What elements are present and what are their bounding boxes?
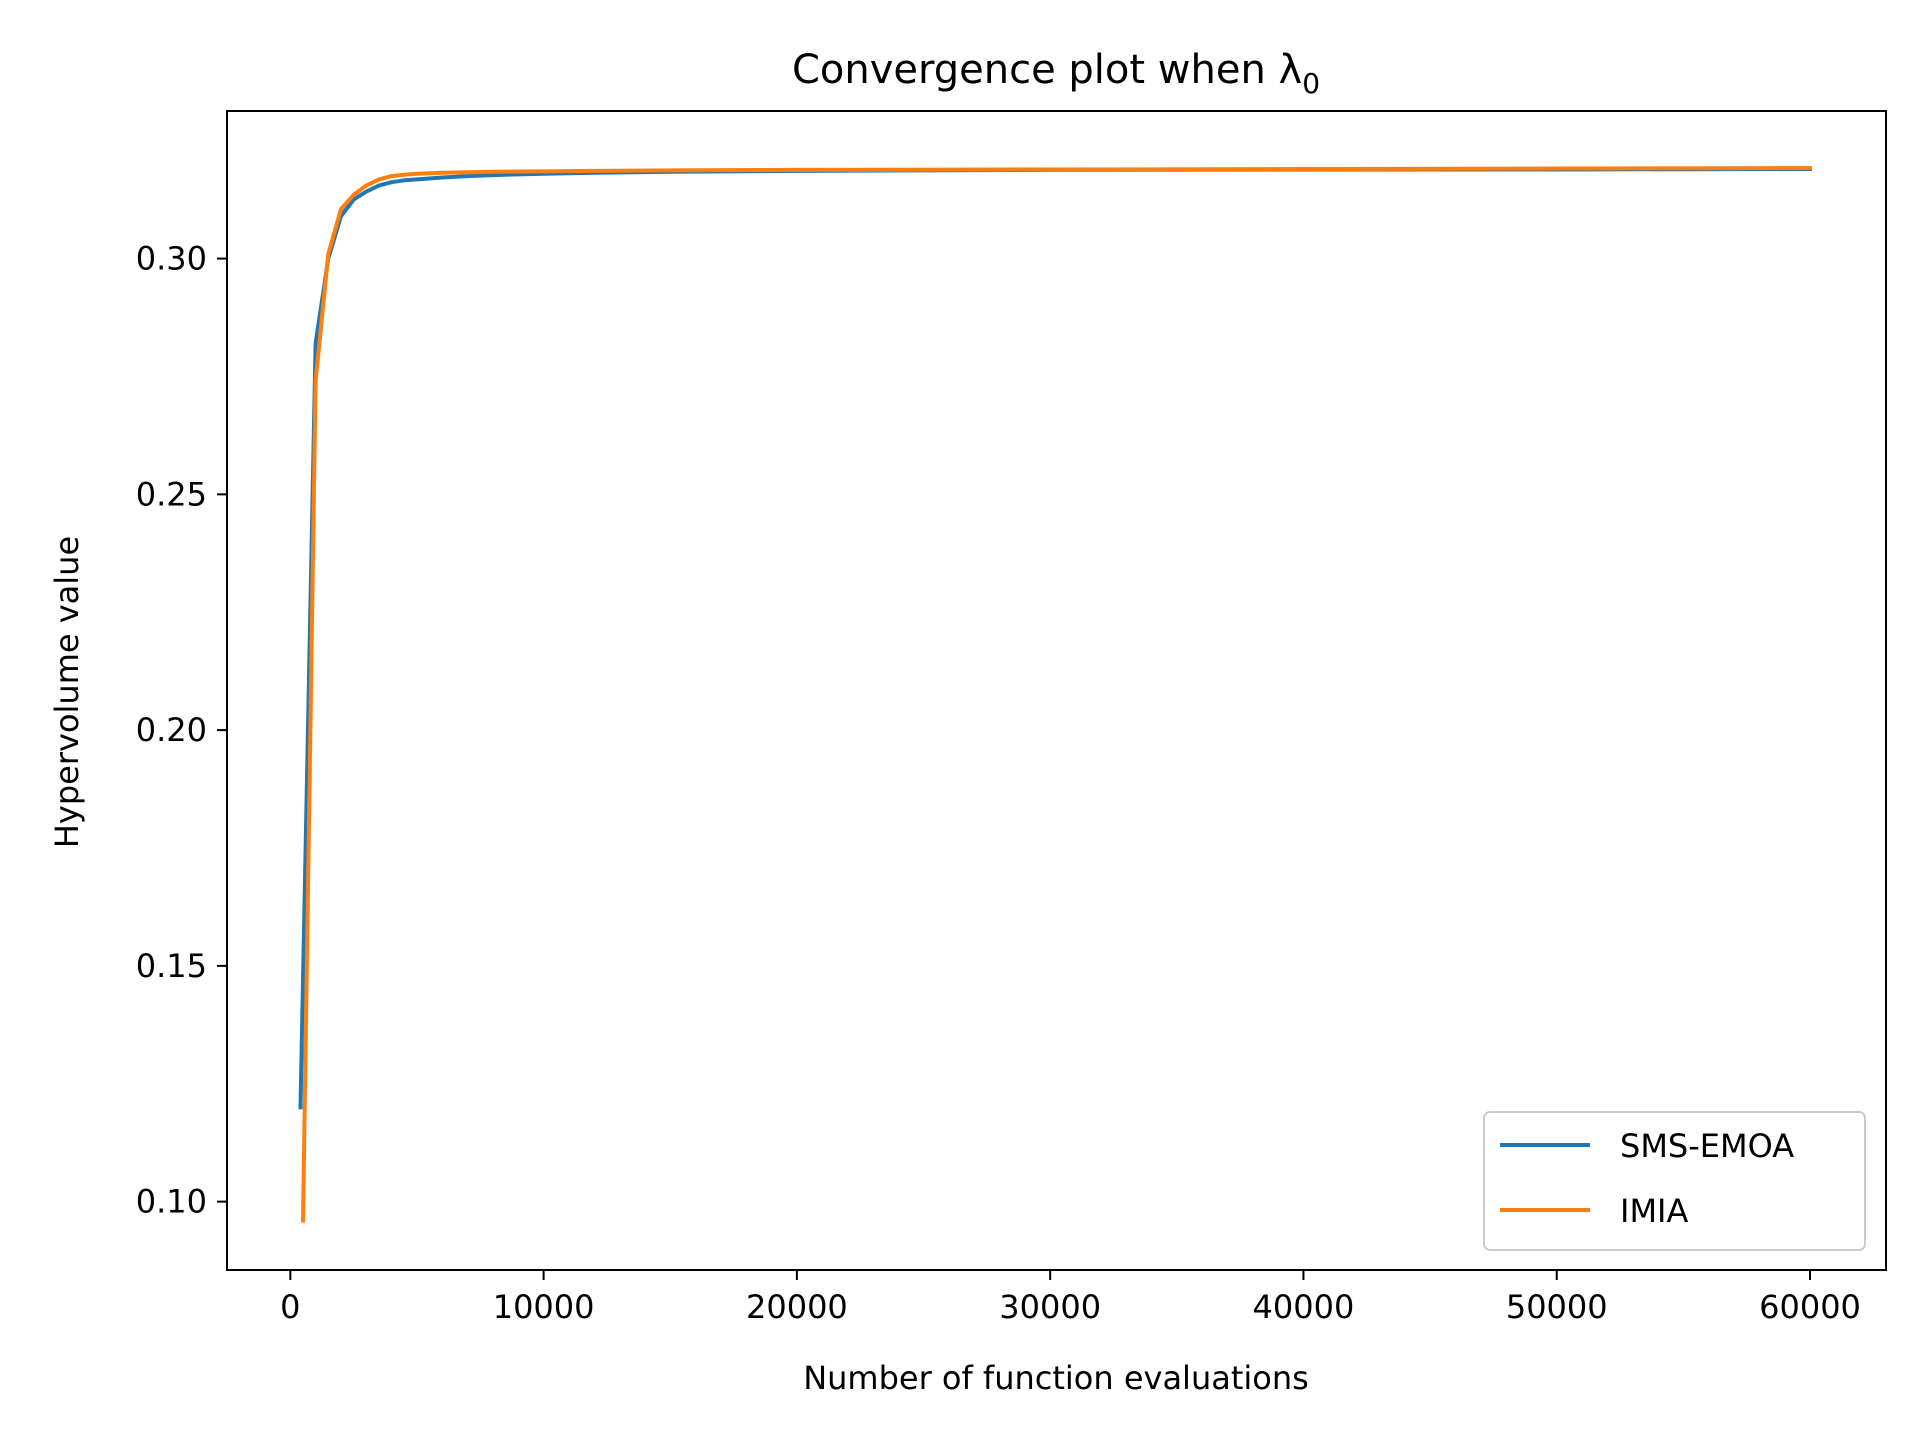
x-tick-label: 60000	[1759, 1288, 1861, 1326]
chart-title: Convergence plot when λ0	[792, 47, 1320, 100]
x-tick-label: 10000	[493, 1288, 595, 1326]
plot-area-frame	[226, 110, 1887, 1271]
series-lines	[298, 166, 1813, 1223]
y-axis-ticks: 0.10 0.15 0.20 0.25 0.30	[136, 240, 227, 1221]
y-tick-label: 0.15	[136, 947, 207, 985]
x-tick-label: 30000	[999, 1288, 1101, 1326]
x-tick-label: 0	[280, 1288, 300, 1326]
x-tick-label: 40000	[1253, 1288, 1355, 1326]
x-tick-label: 20000	[746, 1288, 848, 1326]
y-tick-label: 0.10	[136, 1183, 207, 1221]
legend-label-imia: IMIA	[1620, 1192, 1688, 1230]
series-line-imia	[300, 166, 1813, 1223]
y-tick-label: 0.20	[136, 711, 207, 749]
y-tick-label: 0.25	[136, 475, 207, 513]
x-axis-ticks: 0 10000 20000 30000 40000 50000 60000	[280, 1270, 1861, 1326]
x-axis-label: Number of function evaluations	[803, 1359, 1309, 1397]
chart-title-subscript: 0	[1302, 67, 1320, 100]
y-tick-label: 0.30	[136, 240, 207, 278]
legend-label-sms-emoa: SMS-EMOA	[1620, 1127, 1794, 1165]
x-tick-label: 50000	[1506, 1288, 1608, 1326]
legend: SMS-EMOA IMIA	[1483, 1111, 1866, 1251]
y-axis-label: Hypervolume value	[48, 536, 86, 848]
